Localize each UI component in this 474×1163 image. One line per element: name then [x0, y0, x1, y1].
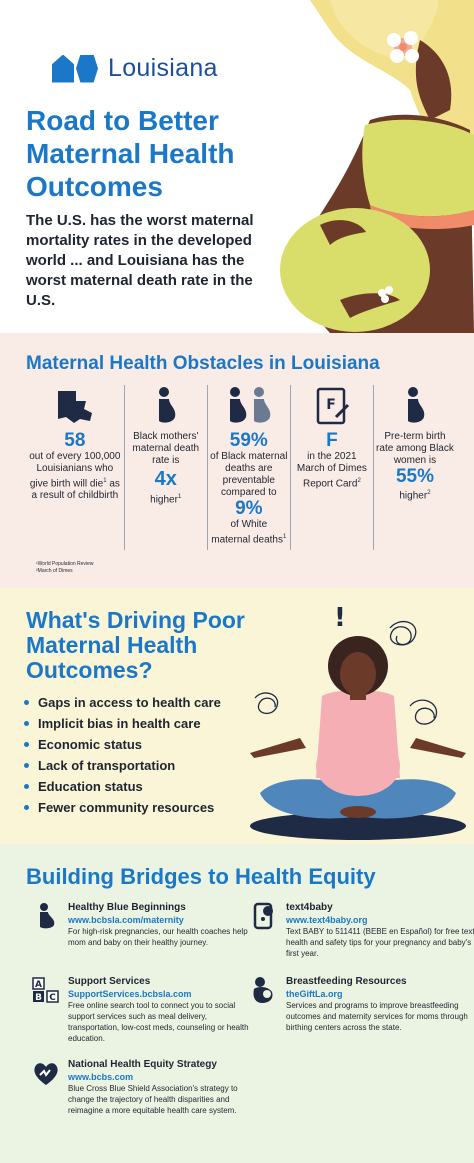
phone-text-icon: [253, 902, 273, 930]
hero-subtitle: The U.S. has the worst maternal mortalit…: [26, 212, 254, 309]
list-item: Economic status: [24, 734, 221, 755]
abc-blocks-icon: AB C: [32, 977, 59, 1003]
pregnant-silhouette-icon: [407, 387, 425, 423]
stat-column: Pre-term birth rate among Black women is…: [372, 385, 456, 550]
list-item: Fewer community resources: [24, 797, 221, 818]
resource-link[interactable]: theGiftLa.org: [286, 989, 343, 999]
breastfeeding-icon: [253, 977, 273, 1003]
bcbs-cross-shield-icon: [52, 54, 98, 83]
obstacles-section: Maternal Health Obstacles in Louisiana 5…: [0, 333, 474, 588]
hero-section: Louisiana Road to Better Maternal Health…: [0, 0, 474, 333]
bridges-section: Building Bridges to Health Equity Health…: [0, 844, 474, 1163]
list-item: Education status: [24, 776, 221, 797]
meditating-woman-illustration-icon: !: [250, 603, 466, 840]
list-item: Lack of transportation: [24, 755, 221, 776]
resource-link[interactable]: www.bcbsla.com/maternity: [68, 915, 184, 925]
stat-column: F F in the 2021 March of Dimes Report Ca…: [289, 385, 373, 550]
bullet-icon: [24, 763, 29, 768]
resource-item: text4baby www.text4baby.org Text BABY to…: [250, 902, 474, 959]
resource-link[interactable]: www.text4baby.org: [286, 915, 368, 925]
list-item: Gaps in access to health care: [24, 692, 221, 713]
resource-link[interactable]: www.bcbs.com: [68, 1072, 134, 1082]
resource-item: Breastfeeding Resources theGiftLa.org Se…: [250, 976, 474, 1033]
bullet-icon: [24, 721, 29, 726]
bullet-icon: [24, 742, 29, 747]
stat-column: 58 out of every 100,000 Louisianians who…: [26, 385, 124, 550]
resource-item: National Health Equity Strategy www.bcbs…: [32, 1059, 258, 1116]
bullet-icon: [24, 700, 29, 705]
page-title: Road to Better Maternal Health Outcomes: [26, 105, 235, 202]
svg-text:!: !: [334, 603, 346, 633]
brand-logo: Louisiana: [52, 54, 218, 83]
svg-text:A: A: [35, 980, 42, 990]
resource-item: Healthy Blue Beginnings www.bcbsla.com/m…: [32, 902, 258, 948]
pregnant-woman-icon: [40, 903, 55, 929]
stat-column: 59% of Black maternal deaths are prevent…: [206, 385, 290, 550]
svg-text:C: C: [49, 993, 56, 1003]
heart-hand-icon: [34, 1063, 58, 1085]
pregnant-woman-illustration-icon: [280, 0, 474, 333]
logo-text: Louisiana: [108, 54, 218, 82]
louisiana-map-icon: [57, 391, 92, 423]
svg-text:F: F: [326, 397, 336, 413]
footnotes: ¹World Population Review ²March of Dimes: [36, 561, 94, 574]
bullet-icon: [24, 805, 29, 810]
report-card-icon: F: [316, 387, 349, 425]
driving-section: What's Driving Poor Maternal Health Outc…: [0, 588, 474, 844]
driving-title: What's Driving Poor Maternal Health Outc…: [26, 607, 245, 683]
driving-bullets: Gaps in access to health care Implicit b…: [24, 692, 221, 818]
obstacles-stats: 58 out of every 100,000 Louisianians who…: [26, 385, 456, 550]
resource-link[interactable]: SupportServices.bcbsla.com: [68, 989, 192, 999]
stat-column: Black mothers' maternal death rate is 4x…: [123, 385, 207, 550]
two-pregnant-silhouettes-icon: [229, 387, 271, 423]
obstacles-title: Maternal Health Obstacles in Louisiana: [26, 353, 380, 374]
pregnant-silhouette-icon: [158, 387, 176, 423]
list-item: Implicit bias in health care: [24, 713, 221, 734]
bullet-icon: [24, 784, 29, 789]
bridges-title: Building Bridges to Health Equity: [26, 864, 376, 889]
svg-text:B: B: [35, 993, 42, 1003]
